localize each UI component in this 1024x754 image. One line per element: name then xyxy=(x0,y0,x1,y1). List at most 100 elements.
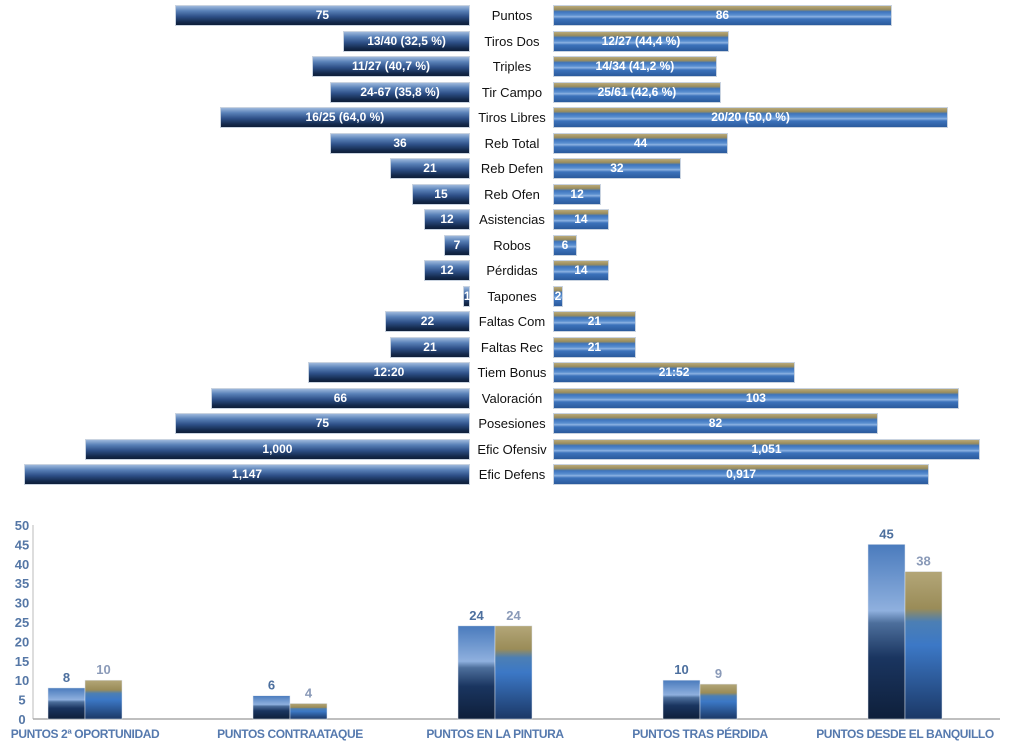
stat-row: 66 Valoración 103 xyxy=(0,387,1024,409)
bar-series-2 xyxy=(904,571,943,720)
y-tick-label: 30 xyxy=(15,596,29,611)
bar-series-1 xyxy=(662,679,701,720)
bar-series-2 xyxy=(289,703,328,720)
x-category-label: PUNTOS 2ª OPORTUNIDAD xyxy=(11,727,160,741)
stat-label: Tiros Libres xyxy=(478,110,546,125)
right-team-bar: 0,917 xyxy=(553,464,930,485)
bar-value-label: 8 xyxy=(63,670,70,685)
bars: 8 10 6 4 24 24 10 9 45 38 xyxy=(47,526,943,720)
left-team-bar: 12 xyxy=(424,209,470,230)
bar-value-label: 10 xyxy=(96,662,110,677)
stat-label: Tiem Bonus xyxy=(477,365,547,380)
stat-row: 21 Reb Defen 32 xyxy=(0,158,1024,179)
left-team-bar: 1,000 xyxy=(84,438,470,460)
x-category-label: PUNTOS TRAS PÉRDIDA xyxy=(632,726,768,741)
stat-label: Pérdidas xyxy=(486,263,538,278)
y-tick-label: 50 xyxy=(15,518,29,533)
bar-series-1 xyxy=(47,687,86,720)
stat-row: 36 Reb Total 44 xyxy=(0,132,1024,154)
stat-label: Tapones xyxy=(487,288,537,304)
left-team-bar: 36 xyxy=(330,132,470,154)
stat-row: 7 Robos 6 xyxy=(0,234,1024,256)
x-category-label: PUNTOS EN LA PINTURA xyxy=(426,727,564,741)
stat-row: 1 Tapones 2 xyxy=(0,285,1024,307)
bar-series-1 xyxy=(457,625,496,720)
bar-series-1 xyxy=(252,695,291,720)
left-team-bar: 75 xyxy=(174,5,470,26)
bar-value-label: 6 xyxy=(268,678,275,693)
bar-value-label: 24 xyxy=(469,608,484,623)
left-team-bar: 12 xyxy=(424,260,470,281)
stat-row: 11/27 (40,7 %) Triples 14/34 (41,2 %) xyxy=(0,56,1024,77)
right-team-bar: 14 xyxy=(553,260,609,281)
stat-label: Tir Campo xyxy=(481,84,543,100)
stat-row: 12 Pérdidas 14 xyxy=(0,260,1024,281)
bar-value-label: 4 xyxy=(305,685,313,700)
bar-series-2 xyxy=(699,683,738,720)
bar-series-2 xyxy=(84,679,123,720)
stat-row: 13/40 (32,5 %) Tiros Dos 12/27 (44,4 %) xyxy=(0,30,1024,52)
left-team-bar: 12:20 xyxy=(308,362,470,383)
stat-row: 15 Reb Ofen 12 xyxy=(0,183,1024,205)
right-team-bar: 103 xyxy=(553,387,959,409)
right-team-bar: 12 xyxy=(553,183,602,205)
stat-row: 1,000 Efic Ofensiv 1,051 xyxy=(0,438,1024,460)
right-team-bar: 2 xyxy=(553,285,563,307)
y-tick-label: 0 xyxy=(18,712,25,727)
left-team-bar: 75 xyxy=(174,413,470,434)
stat-label: Posesiones xyxy=(478,416,546,431)
y-tick-label: 45 xyxy=(15,537,29,552)
stat-label: Puntos xyxy=(491,8,533,23)
right-team-bar: 20/20 (50,0 %) xyxy=(553,107,949,128)
left-team-bar: 13/40 (32,5 %) xyxy=(343,30,470,52)
left-team-bar: 16/25 (64,0 %) xyxy=(219,107,470,128)
y-axis: 0 5 10 15 20 25 30 35 40 45 50 xyxy=(15,518,1000,727)
stat-row: 75 Puntos 86 xyxy=(0,5,1024,26)
bar-value-label: 9 xyxy=(715,666,722,681)
stat-label: Efic Defens xyxy=(478,467,546,482)
stat-label: Faltas Com xyxy=(478,314,546,329)
right-team-bar: 44 xyxy=(553,132,729,154)
y-tick-label: 5 xyxy=(18,693,25,708)
right-team-bar: 86 xyxy=(553,5,892,26)
bar-series-1 xyxy=(867,544,906,720)
stat-label: Faltas Rec xyxy=(480,339,544,355)
right-team-bar: 6 xyxy=(553,234,577,256)
y-tick-label: 20 xyxy=(15,634,29,649)
stat-label: Tiros Dos xyxy=(484,33,540,49)
x-category-label: PUNTOS DESDE EL BANQUILLO xyxy=(816,727,994,741)
left-team-bar: 21 xyxy=(389,336,470,358)
stat-row: 12 Asistencias 14 xyxy=(0,209,1024,230)
stat-row: 1,147 Efic Defens 0,917 xyxy=(0,464,1024,485)
x-axis-labels: PUNTOS 2ª OPORTUNIDAD PUNTOS CONTRAATAQUE… xyxy=(11,726,995,741)
stat-row: 75 Posesiones 82 xyxy=(0,413,1024,434)
bar-value-label: 45 xyxy=(879,526,893,541)
left-team-bar: 21 xyxy=(389,158,470,179)
bar-value-label: 38 xyxy=(916,554,930,569)
left-team-bar: 1 xyxy=(462,285,471,307)
stat-label: Asistencias xyxy=(479,212,545,227)
right-team-bar: 32 xyxy=(553,158,681,179)
right-team-bar: 21 xyxy=(553,336,636,358)
stat-row: 24-67 (35,8 %) Tir Campo 25/61 (42,6 %) xyxy=(0,81,1024,103)
right-team-bar: 25/61 (42,6 %) xyxy=(553,81,721,103)
y-tick-label: 40 xyxy=(15,557,29,572)
points-bar-chart: 0 5 10 15 20 25 30 35 40 45 50 8 10 6 4 24 24 10 9 45 38 PU… xyxy=(11,518,1000,741)
stat-label: Efic Ofensiv xyxy=(477,441,547,457)
right-team-bar: 12/27 (44,4 %) xyxy=(553,30,729,52)
y-tick-label: 10 xyxy=(15,673,29,688)
comparison-chart: 75 Puntos 86 13/40 (32,5 %) Tiros Dos 12/27 (… xyxy=(0,5,1024,485)
stat-label: Reb Defen xyxy=(480,161,544,176)
stat-label: Valoración xyxy=(481,390,543,406)
left-team-bar: 66 xyxy=(210,387,470,409)
right-team-bar: 14 xyxy=(553,209,609,230)
right-team-bar: 21 xyxy=(553,311,636,332)
bar-value-label: 10 xyxy=(674,662,688,677)
bar-value-label: 24 xyxy=(506,608,521,623)
stat-label: Robos xyxy=(493,237,531,253)
y-tick-label: 15 xyxy=(15,654,29,669)
left-team-bar: 7 xyxy=(443,234,470,256)
y-tick-label: 25 xyxy=(15,615,29,630)
left-team-bar: 22 xyxy=(384,311,470,332)
left-team-bar: 24-67 (35,8 %) xyxy=(330,81,470,103)
